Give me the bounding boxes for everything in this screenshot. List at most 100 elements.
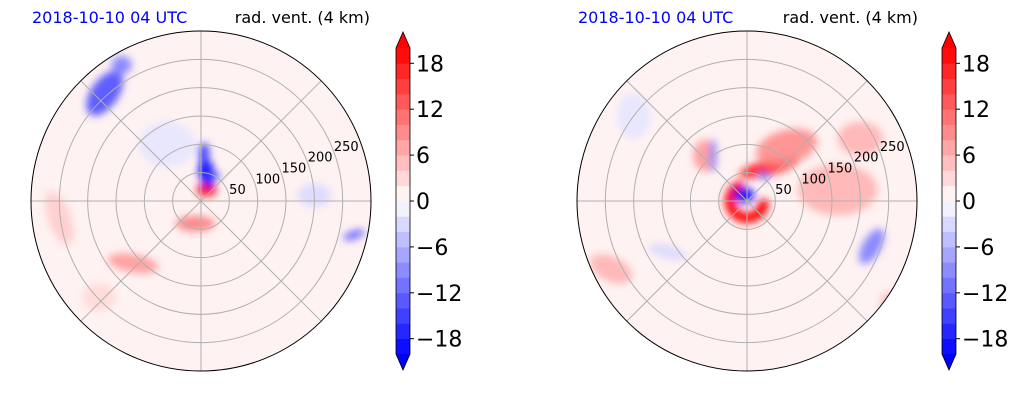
field-feature xyxy=(107,253,159,274)
colorbar: 18 12 6 0 −6 −12 −18 xyxy=(395,31,462,371)
title-left: 2018-10-10 04 UTC xyxy=(578,8,733,27)
colorbar-level xyxy=(396,201,410,217)
field-feature xyxy=(859,228,885,265)
colorbar-level xyxy=(396,155,410,171)
colorbar-level xyxy=(942,185,956,202)
colorbar-level xyxy=(396,323,410,340)
field-feature xyxy=(343,229,365,241)
colorbar-extend-max xyxy=(396,32,410,48)
field-feature xyxy=(111,55,132,75)
colorbar-level xyxy=(942,48,956,64)
colorbar-level xyxy=(942,93,956,110)
colorbar-tick-label: −12 xyxy=(416,282,462,307)
colorbar-tick-label: 18 xyxy=(962,52,990,77)
grid-spoke xyxy=(746,80,868,202)
field-feature xyxy=(648,243,687,261)
colorbar-level xyxy=(942,139,956,156)
field-feature xyxy=(196,182,217,197)
colorbar-level xyxy=(942,170,956,187)
radial-tick-label: 150 xyxy=(282,161,307,176)
field-feature xyxy=(209,172,221,179)
colorbar-level xyxy=(942,231,956,248)
title-right: rad. vent. (4 km) xyxy=(783,8,918,27)
colorbar-level xyxy=(942,63,956,79)
colorbar-level xyxy=(396,78,410,95)
colorbar-level xyxy=(396,338,410,355)
colorbar-level xyxy=(396,292,410,309)
title-left: 2018-10-10 04 UTC xyxy=(32,8,187,27)
radial-tick-label: 50 xyxy=(775,183,792,198)
colorbar-level xyxy=(396,139,410,156)
field-feature xyxy=(589,254,633,284)
grid-spoke xyxy=(80,80,202,202)
colorbar-tick-label: 6 xyxy=(416,144,430,169)
colorbar-level xyxy=(942,155,956,171)
colorbar-tick-label: −18 xyxy=(962,328,1008,353)
polar-panel-right: 2018-10-10 04 UTC rad. vent. (4 km) 50 10… xyxy=(576,8,1008,372)
title-right: rad. vent. (4 km) xyxy=(235,8,370,27)
grid-spoke xyxy=(746,200,868,322)
field-feature xyxy=(758,171,770,180)
radial-tick-label: 150 xyxy=(828,161,853,176)
colorbar-tick-label: 12 xyxy=(962,98,990,123)
colorbar-tick-label: 0 xyxy=(416,190,430,215)
colorbar-level xyxy=(396,262,410,278)
polar-panel-left: 2018-10-10 04 UTC rad. vent. (4 km) 50 10… xyxy=(30,8,462,372)
radial-tick-label: 200 xyxy=(854,151,879,166)
field-feature xyxy=(724,181,769,224)
colorbar-level xyxy=(942,277,956,294)
colorbar-level xyxy=(942,292,956,309)
colorbar-level xyxy=(396,63,410,79)
colorbar-level xyxy=(942,124,956,141)
grid-spoke xyxy=(626,200,748,322)
polar-grid xyxy=(31,31,371,371)
colorbar-level xyxy=(396,246,410,263)
colorbar-level xyxy=(396,216,410,232)
colorbar-level xyxy=(942,109,956,125)
colorbar-level xyxy=(942,323,956,340)
colorbar-level xyxy=(396,109,410,125)
grid-spoke xyxy=(626,80,748,202)
colorbar-level xyxy=(396,170,410,187)
colorbar-tick-label: 6 xyxy=(962,144,976,169)
colorbar-level xyxy=(396,124,410,141)
polar-grid xyxy=(577,31,917,371)
colorbar-tick-label: −18 xyxy=(416,328,462,353)
colorbar-level xyxy=(942,246,956,263)
colorbar-level xyxy=(942,78,956,95)
colorbar-tick-label: 18 xyxy=(416,52,444,77)
colorbar-level xyxy=(396,93,410,110)
radial-tick-label: 100 xyxy=(801,172,826,187)
colorbar-level xyxy=(396,277,410,294)
grid-spoke xyxy=(80,200,202,322)
field-feature xyxy=(837,121,883,156)
field-feature xyxy=(198,158,215,188)
field-feature xyxy=(198,142,210,164)
plot-boundary xyxy=(576,30,918,372)
colorbar-tick-label: −6 xyxy=(962,236,994,261)
colorbar-level xyxy=(942,338,956,355)
colorbar-extend-min xyxy=(396,354,410,370)
plot-boundary xyxy=(30,30,372,372)
radial-tick-label: 250 xyxy=(334,140,359,155)
colorbar-level xyxy=(942,201,956,217)
colorbar-outline xyxy=(941,31,957,371)
radial-tick-label: 250 xyxy=(880,140,905,155)
colorbar-level xyxy=(396,231,410,248)
colorbar-tick-label: 12 xyxy=(416,98,444,123)
field-feature xyxy=(44,191,74,245)
colorbar-level xyxy=(396,48,410,64)
field-feature xyxy=(175,215,216,232)
grid-spoke xyxy=(200,200,322,322)
field-feature xyxy=(86,71,124,116)
field-feature xyxy=(756,128,818,166)
field-feature xyxy=(82,283,116,312)
colorbar-tick-label: 0 xyxy=(962,190,976,215)
grid-spoke xyxy=(200,80,322,202)
colorbar-tick-label: −6 xyxy=(416,236,448,261)
